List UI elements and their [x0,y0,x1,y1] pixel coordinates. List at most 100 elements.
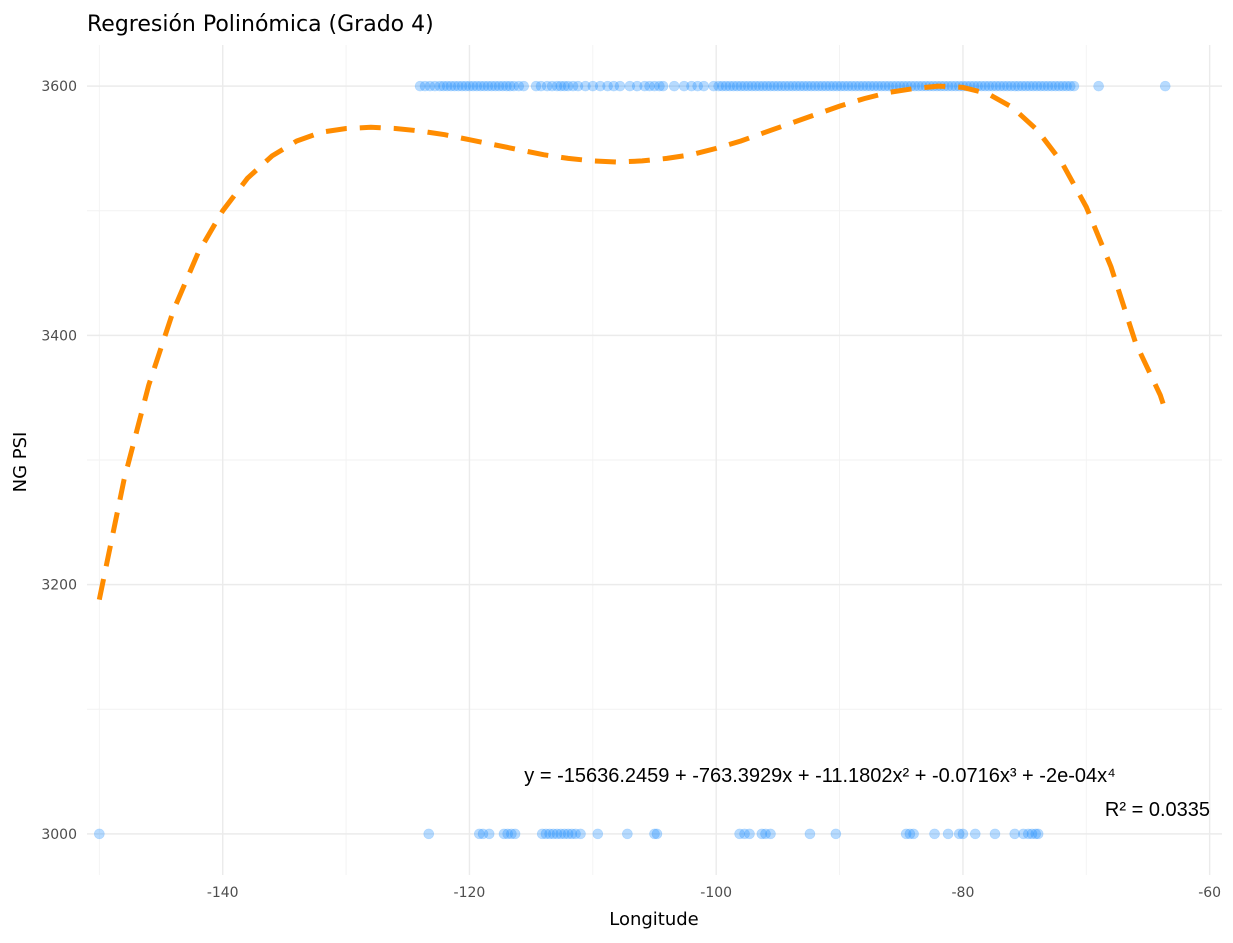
data-point [791,80,802,92]
data-point [509,828,521,840]
data-point [639,80,650,92]
data-point [414,80,426,92]
data-point [798,80,810,92]
data-point [879,80,891,92]
data-point [987,80,998,92]
data-point [482,80,494,92]
y-axis-label: NG PSI [10,432,31,493]
data-point [477,828,489,840]
data-point [490,80,501,92]
data-point [831,80,843,92]
y-tick-label: 3600 [41,79,77,95]
data-point [423,828,435,840]
data-point [957,828,969,840]
data-point [434,80,446,92]
data-point [728,80,739,92]
data-point [883,80,895,92]
data-point [614,80,626,92]
data-point [478,80,490,92]
data-point [686,80,697,92]
data-point [830,828,842,840]
data-point [594,80,606,92]
x-axis-label: Longitude [609,909,699,930]
data-point [904,828,916,840]
data-point [802,80,813,92]
data-point [464,80,475,92]
data-point [649,828,660,840]
data-point [471,80,483,92]
data-point [559,828,570,840]
data-point [761,80,773,92]
data-point [908,828,919,840]
y-tick-labels: 3000 3200 3400 3600 [41,79,77,843]
data-point [900,828,912,840]
data-point [1035,80,1046,92]
data-point [502,828,513,840]
data-point [518,80,530,92]
data-point [692,80,703,92]
data-point [544,828,555,840]
data-point [540,828,552,840]
data-point [493,80,505,92]
data-point [739,828,750,840]
data-point [731,80,743,92]
data-point [708,80,720,92]
data-point [1031,80,1043,92]
scatter-points [94,80,1171,840]
data-point [497,80,509,92]
data-point [976,80,987,92]
data-point [990,80,1002,92]
data-point [536,828,548,840]
r-squared-annotation: R² = 0.0335 [1105,799,1210,821]
data-point [805,80,817,92]
data-point [486,80,497,92]
data-point [1032,828,1044,840]
data-point [475,80,486,92]
data-point [768,80,780,92]
data-point [989,828,1001,840]
data-point [1020,80,1032,92]
data-point [551,80,563,92]
data-point [572,80,584,92]
data-point [720,80,732,92]
data-point [861,80,872,92]
data-point [441,80,453,92]
grid-minor-lines [87,45,1222,875]
data-point [467,80,479,92]
data-point [746,80,758,92]
data-point [1042,80,1054,92]
data-point [580,80,591,92]
data-point [713,80,724,92]
data-point [783,80,795,92]
data-point [456,80,468,92]
data-point [567,80,579,92]
chart-title: Regresión Polinómica (Grado 4) [87,12,434,37]
data-point [809,80,821,92]
data-point [1027,80,1039,92]
y-tick-label: 3400 [41,328,77,344]
data-point [562,828,574,840]
data-point [765,80,776,92]
data-point [460,80,472,92]
data-point [857,80,869,92]
data-point [828,80,839,92]
fit-line-layer [96,83,1169,601]
data-point [946,80,958,92]
data-point [1061,80,1072,92]
data-point [566,828,578,840]
data-point [449,80,460,92]
data-point [622,828,633,840]
data-point [750,80,761,92]
data-point [835,80,847,92]
x-tick-label: -120 [454,885,486,901]
data-point [555,80,567,92]
data-point [776,80,787,92]
data-point [868,80,880,92]
data-point [744,828,755,840]
data-point [969,828,981,840]
data-point [508,80,520,92]
data-point [1016,80,1028,92]
data-point [813,80,824,92]
grid-major-lines [87,45,1222,875]
data-point [850,80,861,92]
